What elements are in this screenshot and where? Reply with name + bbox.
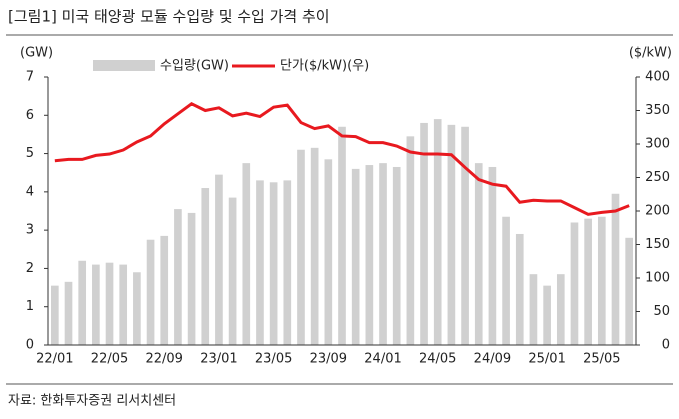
price-line	[54, 102, 630, 216]
bar	[625, 237, 633, 345]
x-tick-label: 22/01	[36, 352, 73, 367]
bar	[283, 180, 292, 345]
y2-axis-label: ($/kW)	[629, 46, 672, 61]
y-tick-label: 7	[26, 70, 34, 85]
bar	[133, 272, 141, 345]
bar	[392, 166, 401, 345]
y2-tick-label: 200	[645, 204, 670, 219]
x-tick-label: 24/05	[419, 352, 456, 367]
bar	[160, 235, 169, 345]
y2-tick-label: 400	[645, 70, 670, 85]
y-tick-label: 3	[26, 223, 34, 238]
bar	[310, 147, 319, 345]
x-tick-label: 24/09	[474, 352, 511, 367]
x-tick-label: 23/05	[255, 352, 292, 367]
y-tick-label: 6	[26, 108, 34, 123]
y2-tick-label: 300	[645, 137, 670, 152]
bar	[379, 163, 387, 345]
y2-tick-label: 100	[645, 271, 670, 286]
x-tick-label: 25/05	[583, 352, 620, 367]
bar	[597, 216, 606, 345]
legend-label: 단가($/kW)(우)	[280, 59, 369, 74]
y-axis-label: (GW)	[20, 46, 53, 61]
x-tick-label: 24/01	[364, 352, 401, 367]
legend-swatch	[93, 60, 155, 71]
y2-tick-label: 250	[645, 170, 670, 185]
bar	[447, 124, 456, 345]
bar	[351, 168, 360, 345]
bar	[92, 264, 100, 345]
bar	[201, 188, 210, 345]
bar	[187, 212, 196, 345]
bar	[365, 165, 374, 345]
bar	[338, 126, 346, 346]
y-tick-label: 4	[26, 184, 34, 199]
bar	[297, 149, 305, 345]
source: 자료: 한화투자증권 리서치센터	[8, 394, 176, 409]
y-tick-label: 0	[26, 338, 34, 353]
legend-label: 수입량(GW)	[160, 59, 229, 74]
bar	[215, 174, 223, 345]
y-tick-label: 1	[26, 299, 34, 314]
bar	[420, 122, 428, 345]
y-tick-label: 2	[26, 261, 34, 276]
x-tick-label: 23/01	[200, 352, 237, 367]
bar	[51, 285, 59, 345]
bar	[242, 163, 251, 345]
bar	[529, 274, 538, 345]
bar	[515, 233, 524, 345]
y-tick-label: 5	[26, 146, 34, 161]
bar	[256, 180, 264, 345]
x-tick-label: 22/05	[91, 352, 128, 367]
bar	[502, 216, 510, 345]
bar	[543, 285, 551, 345]
bar	[611, 193, 620, 345]
bar	[146, 239, 155, 345]
bar	[488, 166, 497, 345]
bar	[119, 264, 128, 345]
x-tick-label: 25/01	[528, 352, 565, 367]
x-tick-label: 23/09	[310, 352, 347, 367]
bar	[461, 126, 469, 346]
bar	[474, 163, 483, 345]
x-tick-label: 22/09	[145, 352, 182, 367]
y2-tick-label: 50	[653, 304, 670, 319]
bar	[406, 136, 415, 345]
bar	[269, 182, 278, 345]
bar	[433, 119, 442, 345]
bar	[174, 209, 182, 345]
bar	[584, 218, 592, 345]
bar	[78, 260, 87, 345]
bar	[324, 159, 333, 345]
bar	[105, 262, 114, 345]
chart-title: [그림1] 미국 태양광 모듈 수입량 및 수입 가격 추이	[8, 8, 330, 26]
y2-tick-label: 0	[662, 338, 670, 353]
y2-tick-label: 350	[645, 103, 670, 118]
bar	[228, 197, 237, 345]
bar	[64, 281, 73, 345]
y2-tick-label: 150	[645, 237, 670, 252]
bar	[556, 274, 565, 345]
bar	[570, 222, 579, 345]
